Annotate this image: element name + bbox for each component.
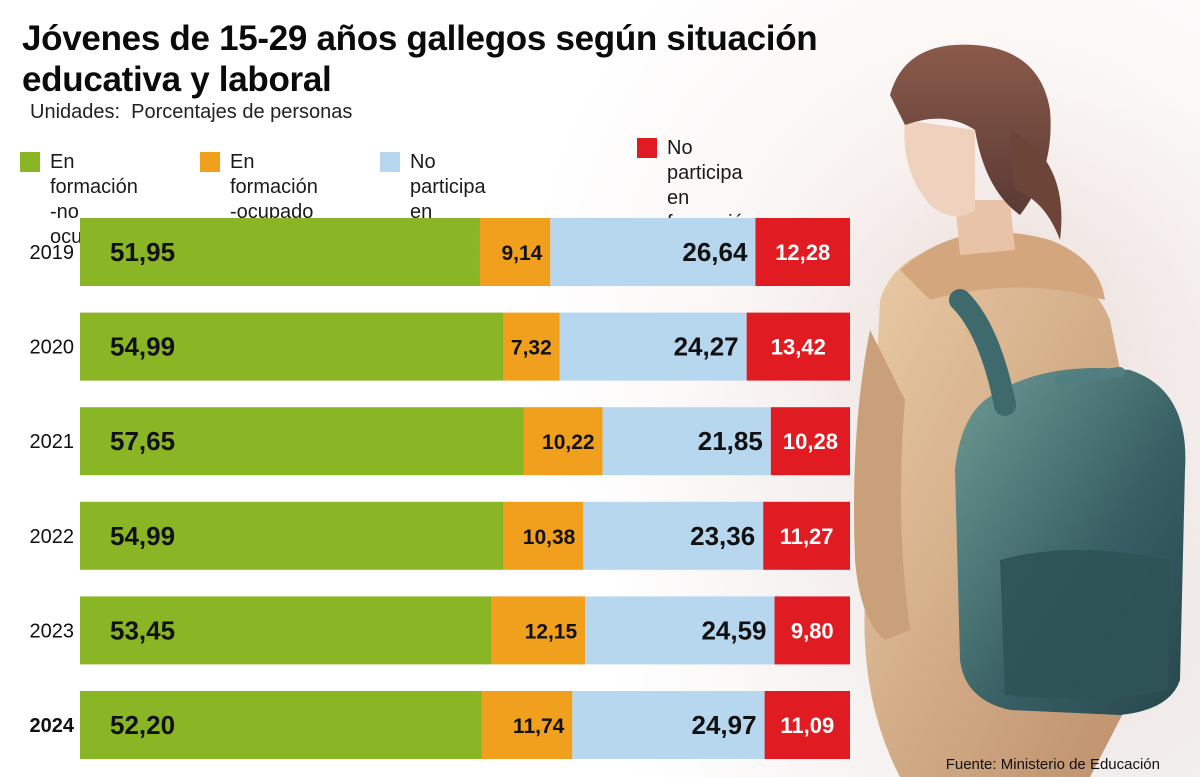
legend-item-en-formacion-ocupado: En formación -ocupado: [200, 150, 318, 225]
category-label-2023: 2023: [30, 620, 75, 642]
data-label-2024-series-1: 52,20: [110, 710, 175, 740]
data-label-2022-series-3: 23,36: [690, 521, 755, 551]
bar-2021-series-3: [602, 407, 771, 476]
data-label-2024-series-2: 11,74: [513, 715, 565, 738]
bar-2019-series-4: [755, 218, 850, 286]
data-label-2020-series-3: 24,27: [674, 332, 739, 362]
category-label-2022: 2022: [30, 526, 75, 548]
bar-2022-series-1: [80, 501, 504, 570]
category-label-2024: 2024: [30, 715, 75, 737]
bar-2024-series-4: [764, 691, 850, 759]
data-label-2020-series-1: 54,99: [110, 332, 175, 362]
category-label-2019: 2019: [30, 242, 75, 264]
bar-2022-series-4: [763, 501, 850, 570]
category-label-2021: 2021: [30, 431, 75, 453]
bar-2021-series-2: [523, 407, 603, 476]
data-label-2023-series-3: 24,59: [701, 615, 766, 645]
source-note: Fuente: Ministerio de Educación: [945, 756, 1160, 773]
data-label-2022-series-1: 54,99: [110, 521, 175, 551]
bar-2020-series-1: [80, 312, 504, 381]
data-label-2019-series-3: 26,64: [682, 237, 748, 267]
data-label-2019-series-4: 12,28: [775, 240, 830, 265]
data-label-2023-series-1: 53,45: [110, 615, 175, 645]
data-label-2021-series-4: 10,28: [783, 429, 838, 454]
data-label-2022-series-2: 10,38: [523, 526, 576, 549]
bar-2021-series-4: [770, 407, 850, 476]
chart-title: Jóvenes de 15-29 años gallegos según sit…: [22, 19, 818, 99]
data-label-2019-series-1: 51,95: [110, 237, 175, 267]
data-label-2024-series-4: 11,09: [780, 713, 834, 738]
data-label-2020-series-2: 7,32: [511, 337, 552, 360]
data-label-2019-series-2: 9,14: [501, 242, 542, 265]
bar-2019-series-1: [80, 218, 480, 286]
data-label-2023-series-4: 9,80: [791, 618, 834, 643]
bar-2024-series-1: [80, 691, 482, 759]
data-label-2023-series-2: 12,15: [525, 620, 578, 643]
bar-2021-series-1: [80, 407, 524, 476]
legend-swatch: [200, 152, 220, 172]
category-label-2020: 2020: [30, 337, 75, 359]
bar-2022-series-2: [503, 501, 584, 570]
legend-label: En formación -ocupado: [230, 151, 318, 223]
data-label-2022-series-4: 11,27: [780, 524, 834, 549]
bar-2020-series-3: [559, 312, 747, 381]
data-label-2021-series-1: 57,65: [110, 426, 175, 456]
legend-swatch: [20, 152, 40, 172]
bar-2019-series-2: [479, 218, 551, 286]
data-label-2020-series-4: 13,42: [771, 335, 826, 360]
chart-subtitle: Unidades: Porcentajes de personas: [30, 101, 353, 123]
data-label-2021-series-2: 10,22: [542, 431, 595, 454]
bar-2020-series-2: [503, 312, 560, 381]
bar-2023-series-1: [80, 596, 492, 665]
bar-2023-series-4: [774, 596, 850, 665]
legend-swatch: [380, 152, 400, 172]
bar-2024-series-2: [481, 691, 573, 759]
data-label-2024-series-3: 24,97: [692, 710, 757, 740]
bar-2024-series-3: [572, 691, 765, 759]
bar-2023-series-2: [491, 596, 586, 665]
legend-swatch: [637, 138, 657, 158]
bar-2019-series-3: [550, 218, 756, 286]
bar-2022-series-3: [583, 501, 764, 570]
data-label-2021-series-3: 21,85: [698, 426, 763, 456]
bar-2020-series-4: [746, 312, 850, 381]
bar-2023-series-3: [585, 596, 775, 665]
